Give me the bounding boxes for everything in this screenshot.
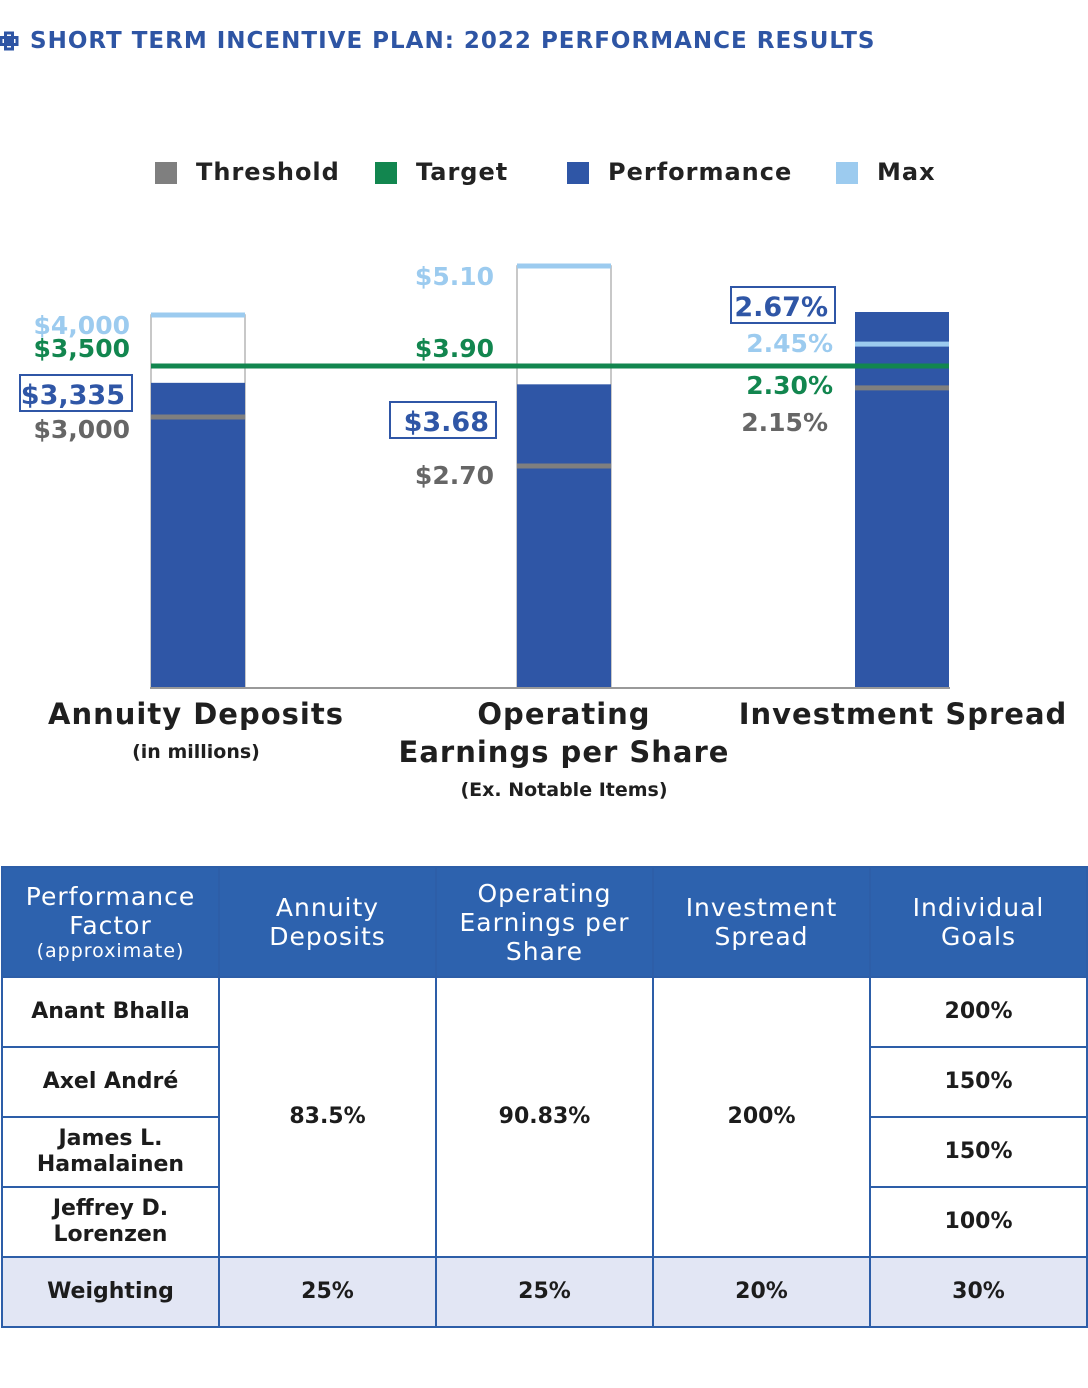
weighting-row: Weighting 25% 25% 20% 30% [1, 1256, 1088, 1328]
weighting-value: 25% [435, 1256, 654, 1328]
category-subtitle-operating-earnings-per-share: (Ex. Notable Items) [460, 779, 667, 801]
category-label-annuity-deposits: Annuity Deposits [48, 697, 344, 731]
max-marker-operating-earnings-per-share [517, 263, 611, 269]
legend-swatch-performance [567, 162, 589, 184]
performance-bar-annuity-deposits [151, 382, 245, 687]
executive-name: Axel André [1, 1046, 220, 1118]
target-label-investment-spread: 2.30% [746, 371, 833, 400]
performance-factor-table: Performance Factor (approximate) Annuity… [1, 866, 1088, 1328]
legend-label-max: Max [877, 158, 936, 186]
max-label-investment-spread: 2.45% [746, 329, 833, 358]
individual-goal: 100% [869, 1186, 1088, 1258]
weighting-value: 20% [652, 1256, 871, 1328]
operating-eps-factor: 90.83% [435, 976, 654, 1258]
category-label-operating-earnings-per-share: Earnings per Share [399, 735, 730, 769]
performance-label-box-annuity-deposits [19, 374, 133, 412]
max-label-operating-earnings-per-share: $5.10 [415, 262, 494, 291]
table-header-row: Performance Factor (approximate) Annuity… [1, 866, 1088, 978]
threshold-marker-operating-earnings-per-share [517, 463, 611, 469]
legend-swatch-target [375, 162, 397, 184]
executive-name: Anant Bhalla [1, 976, 220, 1048]
max-label-annuity-deposits: $4,000 [34, 311, 130, 340]
performance-bar-investment-spread [855, 312, 949, 687]
weighting-value: 25% [218, 1256, 437, 1328]
header-investment-spread: Investment Spread [652, 866, 871, 978]
threshold-label-operating-earnings-per-share: $2.70 [415, 461, 494, 490]
page-title: SHORT TERM INCENTIVE PLAN: 2022 PERFORMA… [30, 28, 876, 54]
threshold-label-annuity-deposits: $3,000 [34, 415, 130, 444]
legend-label-target: Target [416, 158, 508, 186]
performance-label-box-investment-spread [730, 286, 836, 324]
baseline [150, 687, 950, 689]
table-row: Axel André 150% [1, 1046, 1088, 1118]
performance-label-annuity-deposits: $3,335 [21, 380, 125, 411]
legend-label-threshold: Threshold [196, 158, 340, 186]
max-marker-annuity-deposits [151, 312, 245, 318]
performance-bar-operating-earnings-per-share [517, 384, 611, 687]
investment-spread-factor: 200% [652, 976, 871, 1258]
target-line [151, 363, 949, 369]
performance-label-box-operating-earnings-per-share [389, 401, 497, 439]
category-subtitle-annuity-deposits: (in millions) [132, 741, 260, 763]
page-header: SHORT TERM INCENTIVE PLAN: 2022 PERFORMA… [0, 24, 876, 58]
target-label-operating-earnings-per-share: $3.90 [415, 334, 494, 363]
weighting-value: 30% [869, 1256, 1088, 1328]
header-performance-factor: Performance Factor (approximate) [1, 866, 220, 978]
table-row: Anant Bhalla 83.5% 90.83% 200% 200% [1, 976, 1088, 1258]
table-row: Jeffrey D. Lorenzen 100% [1, 1186, 1088, 1258]
header-annuity-deposits: Annuity Deposits [218, 866, 437, 978]
target-label-annuity-deposits: $3,500 [34, 334, 130, 363]
performance-label-operating-earnings-per-share: $3.68 [404, 407, 489, 438]
performance-chart: Threshold Target Performance Max $4,000$3,50… [19, 158, 1068, 801]
table-row: James L. Hamalainen 150% [1, 1116, 1088, 1188]
individual-goal: 150% [869, 1046, 1088, 1118]
individual-goal: 150% [869, 1116, 1088, 1188]
executive-name: James L. Hamalainen [1, 1116, 220, 1188]
legend-label-performance: Performance [608, 158, 792, 186]
executive-name: Jeffrey D. Lorenzen [1, 1186, 220, 1258]
annuity-deposits-factor: 83.5% [218, 976, 437, 1258]
performance-label-investment-spread: 2.67% [734, 292, 828, 323]
threshold-marker-annuity-deposits [151, 414, 245, 420]
category-label-operating-earnings-per-share: Operating [477, 697, 650, 731]
legend-swatch-max [836, 162, 858, 184]
legend-swatch-threshold [155, 162, 177, 184]
header-individual-goals: Individual Goals [869, 866, 1088, 978]
max-marker-investment-spread [855, 341, 949, 347]
weighting-label: Weighting [1, 1256, 220, 1328]
category-label-investment-spread: Investment Spread [739, 697, 1068, 731]
threshold-marker-investment-spread [855, 385, 949, 391]
plus-icon [0, 31, 19, 51]
header-operating-eps: Operating Earnings per Share [435, 866, 654, 978]
individual-goal: 200% [869, 976, 1088, 1048]
threshold-label-investment-spread: 2.15% [741, 408, 828, 437]
